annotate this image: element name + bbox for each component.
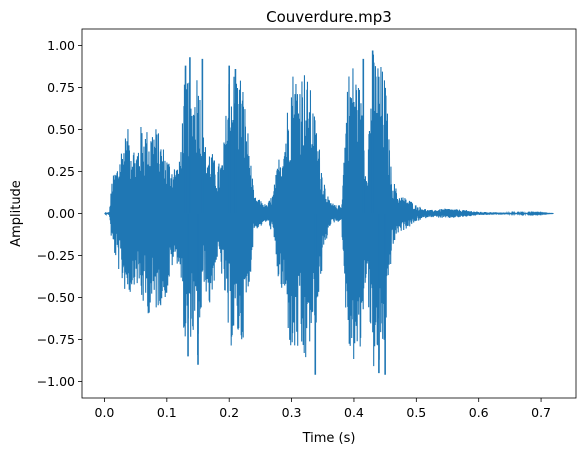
- x-tick-label: 0.2: [219, 405, 239, 420]
- y-tick-label: 0.25: [47, 164, 75, 179]
- x-tick-label: 0.5: [406, 405, 426, 420]
- y-axis-label: Amplitude: [9, 180, 24, 247]
- x-tick-label: 0.6: [469, 405, 489, 420]
- y-tick-label: 1.00: [47, 38, 75, 53]
- y-tick-label: −0.25: [37, 248, 75, 263]
- y-tick-label: −1.00: [37, 374, 75, 389]
- chart-title: Couverdure.mp3: [266, 8, 392, 26]
- x-axis-label: Time (s): [302, 431, 356, 446]
- x-tick-label: 0.3: [282, 405, 302, 420]
- y-tick-label: 0.00: [47, 206, 75, 221]
- x-axis: 0.0 0.1 0.2 0.3 0.4 0.5 0.6 0.7: [95, 398, 552, 420]
- y-tick-label: 0.75: [47, 80, 75, 95]
- x-tick-label: 0.7: [531, 405, 551, 420]
- waveform: [104, 51, 553, 375]
- y-tick-label: −0.75: [37, 332, 75, 347]
- y-tick-label: 0.50: [47, 122, 75, 137]
- waveform-line: [104, 55, 553, 367]
- x-tick-label: 0.1: [157, 405, 177, 420]
- y-axis: −1.00 −0.75 −0.50 −0.25 0.00 0.25 0.50 0.75 1.00: [37, 38, 82, 389]
- plot-area: [82, 29, 576, 398]
- x-tick-label: 0.4: [344, 405, 364, 420]
- x-tick-label: 0.0: [95, 405, 115, 420]
- y-tick-label: −0.50: [37, 290, 75, 305]
